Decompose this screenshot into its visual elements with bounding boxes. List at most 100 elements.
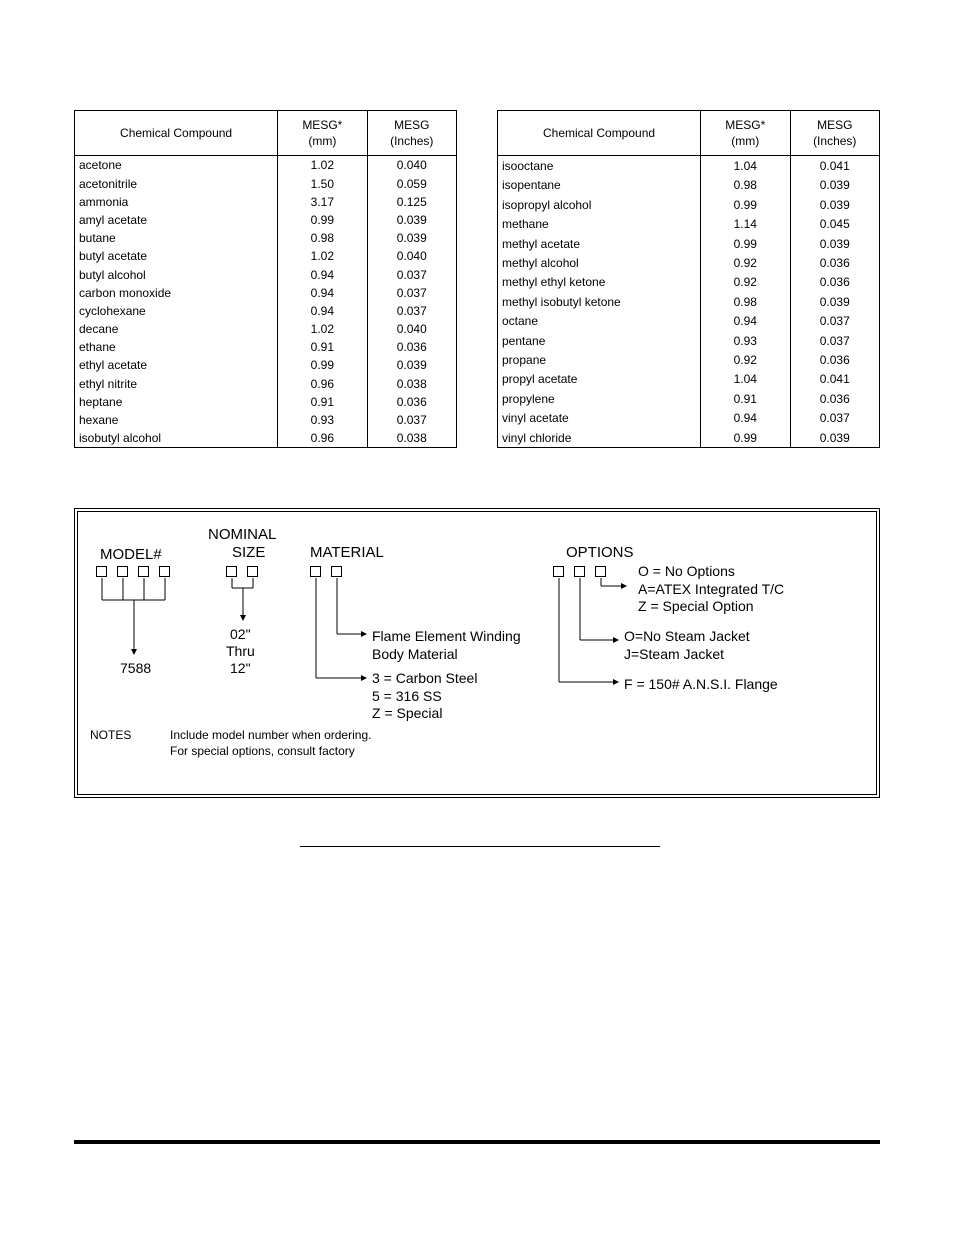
table-row: methyl isobutyl ketone0.980.039 [498, 292, 880, 311]
cell-compound: isooctane [498, 156, 701, 176]
footer-rule [74, 1140, 880, 1144]
right-th-compound: Chemical Compound [498, 111, 701, 156]
cell-mm: 0.99 [701, 234, 790, 253]
cell-compound: heptane [75, 393, 278, 411]
table-row: isopropyl alcohol0.990.039 [498, 195, 880, 214]
checkbox-icon [574, 566, 585, 577]
cell-in: 0.039 [790, 234, 880, 253]
cell-mm: 0.91 [701, 389, 790, 408]
cell-compound: vinyl acetate [498, 408, 701, 427]
cell-in: 0.045 [790, 215, 880, 234]
cell-in: 0.036 [790, 253, 880, 272]
cell-in: 0.038 [367, 375, 456, 393]
cell-compound: butyl acetate [75, 247, 278, 265]
left-th-in: MESG (Inches) [367, 111, 456, 156]
cell-in: 0.036 [367, 393, 456, 411]
checkbox-group-model [96, 566, 180, 580]
table-row: isooctane1.040.041 [498, 156, 880, 176]
checkbox-icon [117, 566, 128, 577]
bodymat-values: 3 = Carbon Steel 5 = 316 SS Z = Special [372, 670, 477, 723]
table-row: amyl acetate0.990.039 [75, 211, 457, 229]
checkbox-icon [159, 566, 170, 577]
size-mid: Thru [226, 643, 255, 659]
bodymat-label: Body Material [372, 646, 458, 662]
table-row: ethyl nitrite0.960.038 [75, 375, 457, 393]
table-row: pentane0.930.037 [498, 331, 880, 350]
table-row: heptane0.910.036 [75, 393, 457, 411]
cell-mm: 0.94 [701, 408, 790, 427]
cell-compound: butane [75, 229, 278, 247]
cell-mm: 1.02 [278, 247, 367, 265]
cell-in: 0.036 [367, 338, 456, 356]
heading-model: MODEL# [100, 546, 162, 563]
cell-mm: 0.91 [278, 393, 367, 411]
table-row: butyl alcohol0.940.037 [75, 266, 457, 284]
cell-mm: 1.02 [278, 156, 367, 175]
cell-compound: methyl ethyl ketone [498, 273, 701, 292]
table-row: butyl acetate1.020.040 [75, 247, 457, 265]
cell-in: 0.037 [367, 411, 456, 429]
cell-mm: 0.98 [701, 292, 790, 311]
cell-in: 0.039 [790, 176, 880, 195]
cell-in: 0.040 [367, 156, 456, 175]
cell-mm: 1.14 [701, 215, 790, 234]
checkbox-icon [247, 566, 258, 577]
heading-nominal: NOMINAL [208, 526, 276, 543]
cell-mm: 0.94 [701, 312, 790, 331]
table-row: isobutyl alcohol0.960.038 [75, 429, 457, 448]
cell-compound: propane [498, 350, 701, 369]
cell-in: 0.039 [367, 211, 456, 229]
cell-in: 0.039 [790, 428, 880, 448]
table-row: methyl acetate0.990.039 [498, 234, 880, 253]
cell-compound: methane [498, 215, 701, 234]
cell-mm: 0.92 [701, 273, 790, 292]
table-row: propane0.920.036 [498, 350, 880, 369]
table-row: propylene0.910.036 [498, 389, 880, 408]
cell-compound: amyl acetate [75, 211, 278, 229]
cell-mm: 0.99 [701, 428, 790, 448]
checkbox-group-material [310, 566, 352, 580]
cell-compound: ethyl acetate [75, 356, 278, 374]
cell-mm: 0.91 [278, 338, 367, 356]
checkbox-icon [595, 566, 606, 577]
options-f: F = 150# A.N.S.I. Flange [624, 676, 778, 692]
table-row: methane1.140.045 [498, 215, 880, 234]
cell-compound: vinyl chloride [498, 428, 701, 448]
cell-mm: 0.99 [701, 195, 790, 214]
table-row: butane0.980.039 [75, 229, 457, 247]
checkbox-icon [226, 566, 237, 577]
cell-compound: isopropyl alcohol [498, 195, 701, 214]
checkbox-group-size [226, 566, 268, 580]
left-chem-table: Chemical Compound MESG* (mm) MESG (Inche… [74, 110, 457, 448]
table-row: decane1.020.040 [75, 320, 457, 338]
checkbox-icon [553, 566, 564, 577]
cell-mm: 0.94 [278, 284, 367, 302]
cell-mm: 1.04 [701, 370, 790, 389]
heading-size: SIZE [232, 544, 265, 561]
model-value: 7588 [120, 660, 151, 676]
cell-in: 0.041 [790, 370, 880, 389]
cell-in: 0.040 [367, 320, 456, 338]
right-chem-table: Chemical Compound MESG* (mm) MESG (Inche… [497, 110, 880, 448]
cell-in: 0.037 [367, 302, 456, 320]
cell-mm: 0.93 [278, 411, 367, 429]
cell-mm: 1.02 [278, 320, 367, 338]
heading-options: OPTIONS [566, 544, 634, 561]
table-row: vinyl acetate0.940.037 [498, 408, 880, 427]
cell-compound: hexane [75, 411, 278, 429]
cell-in: 0.037 [367, 284, 456, 302]
table-row: octane0.940.037 [498, 312, 880, 331]
cell-compound: pentane [498, 331, 701, 350]
table-row: ethyl acetate0.990.039 [75, 356, 457, 374]
cell-compound: acetone [75, 156, 278, 175]
table-row: carbon monoxide0.940.037 [75, 284, 457, 302]
cell-in: 0.039 [790, 195, 880, 214]
cell-compound: octane [498, 312, 701, 331]
options-mid: O=No Steam Jacket J=Steam Jacket [624, 628, 750, 663]
cell-in: 0.041 [790, 156, 880, 176]
options-list: O = No Options A=ATEX Integrated T/C Z =… [638, 563, 784, 616]
cell-in: 0.037 [367, 266, 456, 284]
model-number-box: MODEL# NOMINAL SIZE MATERIAL OPTIONS [74, 508, 880, 798]
notes-label: NOTES [90, 728, 131, 742]
cell-mm: 0.92 [701, 350, 790, 369]
